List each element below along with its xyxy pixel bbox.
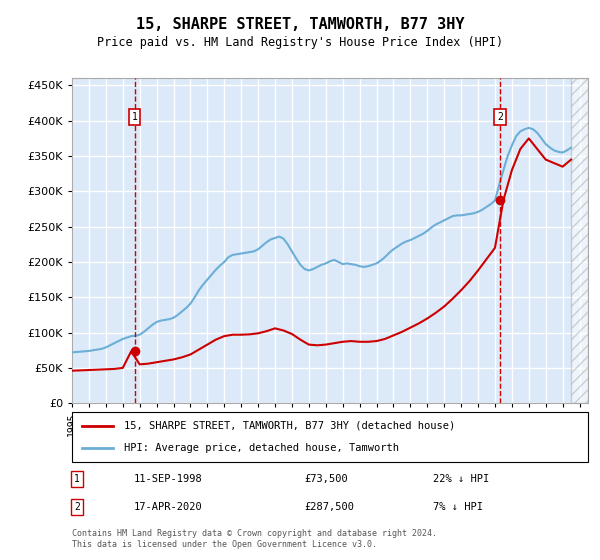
Text: 17-APR-2020: 17-APR-2020 [134, 502, 203, 512]
Text: 22% ↓ HPI: 22% ↓ HPI [433, 474, 490, 484]
Text: Price paid vs. HM Land Registry's House Price Index (HPI): Price paid vs. HM Land Registry's House … [97, 36, 503, 49]
Text: 11-SEP-1998: 11-SEP-1998 [134, 474, 203, 484]
Text: £287,500: £287,500 [304, 502, 354, 512]
Bar [571, 78, 588, 403]
Text: 7% ↓ HPI: 7% ↓ HPI [433, 502, 483, 512]
Text: 2: 2 [74, 502, 80, 512]
Text: 1: 1 [74, 474, 80, 484]
Text: 15, SHARPE STREET, TAMWORTH, B77 3HY: 15, SHARPE STREET, TAMWORTH, B77 3HY [136, 17, 464, 32]
FancyBboxPatch shape [72, 412, 588, 462]
Text: Contains HM Land Registry data © Crown copyright and database right 2024.
This d: Contains HM Land Registry data © Crown c… [72, 529, 437, 549]
Text: 2: 2 [497, 112, 503, 122]
Text: 1: 1 [131, 112, 137, 122]
Text: £73,500: £73,500 [304, 474, 348, 484]
Text: HPI: Average price, detached house, Tamworth: HPI: Average price, detached house, Tamw… [124, 443, 398, 453]
Text: 15, SHARPE STREET, TAMWORTH, B77 3HY (detached house): 15, SHARPE STREET, TAMWORTH, B77 3HY (de… [124, 421, 455, 431]
